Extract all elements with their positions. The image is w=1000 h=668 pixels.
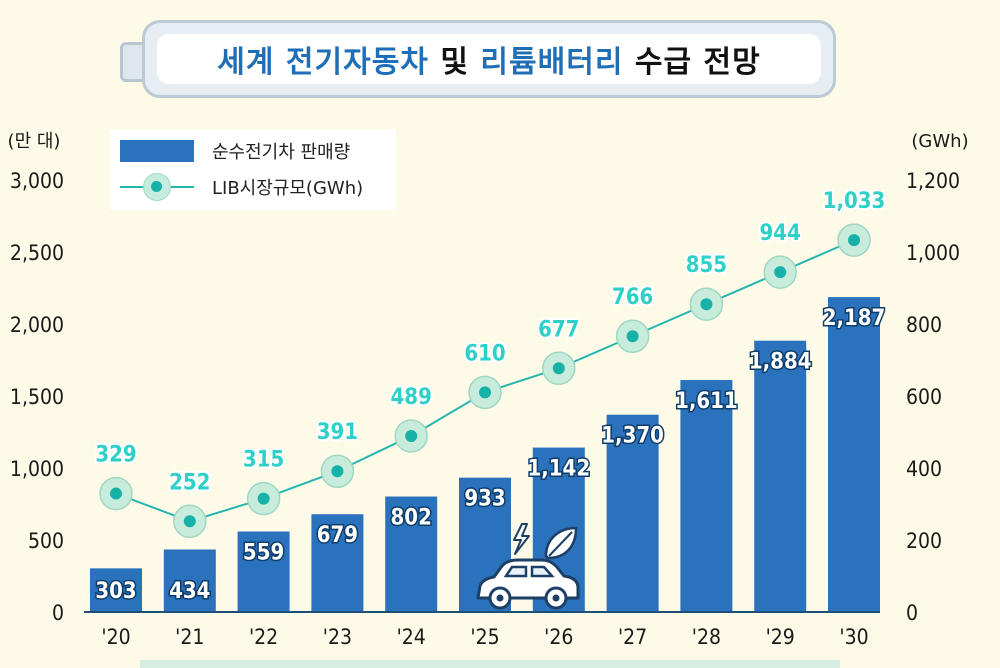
bar-value-label: 1,611: [675, 389, 738, 414]
y-left-tick-label: 1,500: [10, 385, 64, 409]
bar-value-label: 2,187: [823, 306, 886, 331]
line-point: [626, 330, 639, 343]
line-value-label: 252: [169, 470, 210, 495]
electric-car-icon: [476, 523, 580, 610]
line-point: [405, 429, 418, 442]
title-part-3: 리튬배터리: [480, 45, 624, 80]
legend-bar-label: 순수전기차 판매량: [212, 142, 351, 163]
y-left-tick-label: 0: [52, 601, 64, 625]
x-tick-label: '27: [618, 625, 647, 649]
line-value-label: 489: [391, 385, 432, 410]
legend-line-swatch: [120, 172, 194, 202]
y-right-tick-label: 1,000: [906, 241, 960, 265]
bar-value-label: 1,370: [601, 424, 664, 449]
line-point: [479, 386, 491, 399]
x-tick-label: '25: [470, 625, 499, 649]
line-point: [183, 515, 196, 528]
title-part-2: 및: [440, 45, 469, 80]
legend: 순수전기차 판매량 LIB시장규모(GWh): [110, 130, 396, 210]
line-point: [848, 234, 860, 247]
y-left-tick-label: 1,000: [10, 457, 64, 481]
x-tick-label: '23: [323, 625, 352, 649]
bottom-decor-strip: [140, 660, 840, 668]
chart-title: 세계 전기자동차 및 리튬배터리 수급 전망: [157, 34, 821, 84]
x-tick-label: '28: [692, 625, 721, 649]
line-value-label: 677: [538, 317, 579, 342]
legend-bar-swatch: [120, 140, 194, 162]
bar-value-label: 1,884: [749, 350, 812, 375]
bar: [680, 380, 733, 612]
bar-value-label: 434: [169, 579, 210, 604]
x-tick-label: '21: [175, 625, 204, 649]
line-value-label: 315: [243, 448, 284, 473]
legend-item-bar: 순수전기차 판매량: [120, 136, 350, 166]
x-tick-label: '20: [101, 625, 130, 649]
line-point: [700, 298, 713, 311]
bar: [385, 496, 438, 612]
line-point: [552, 362, 565, 375]
x-tick-label: '24: [397, 625, 426, 649]
y-left-tick-label: 2,500: [10, 241, 64, 265]
legend-item-line: LIB시장규모(GWh): [120, 172, 363, 202]
line-point: [774, 266, 787, 279]
bar-value-label: 679: [317, 523, 358, 548]
bar: [163, 549, 216, 612]
y-left-tick-label: 3,000: [10, 169, 64, 193]
x-tick-label: '30: [839, 625, 868, 649]
line-value-label: 329: [95, 443, 136, 468]
y-left-unit: (만 대): [8, 131, 61, 152]
bar: [237, 531, 290, 612]
line-point: [331, 465, 344, 478]
line-value-label: 944: [760, 221, 801, 246]
line-point: [257, 492, 270, 505]
y-right-tick-label: 1,200: [906, 169, 960, 193]
y-right-tick-label: 0: [906, 601, 918, 625]
bar-value-label: 1,142: [527, 457, 590, 482]
y-right-tick-label: 800: [906, 313, 942, 337]
y-left-tick-label: 2,000: [10, 313, 64, 337]
x-tick-label: '29: [766, 625, 795, 649]
line-value-label: 766: [612, 285, 653, 310]
title-part-4: 수급 전망: [634, 45, 761, 80]
x-tick-label: '26: [544, 625, 573, 649]
title-frame: 세계 전기자동차 및 리튬배터리 수급 전망: [142, 20, 836, 98]
x-tick-label: '22: [249, 625, 278, 649]
y-right-tick-label: 400: [906, 457, 942, 481]
bar: [90, 568, 142, 612]
y-right-unit: (GWh): [911, 131, 968, 152]
bar: [311, 514, 364, 612]
line-value-label: 610: [464, 341, 505, 366]
axes: 0 500 1,000 1,500 2,000 2,500 3,000 (만 대) 0 200 40…: [8, 131, 969, 649]
y-right-tick-label: 600: [906, 385, 942, 409]
line-value-label: 391: [317, 420, 358, 445]
bar: [606, 414, 659, 612]
y-right-tick-label: 200: [906, 529, 942, 553]
title-part-1: 세계 전기자동차: [217, 45, 429, 80]
y-left-tick-label: 500: [28, 529, 64, 553]
line-value-label: 1,033: [823, 189, 886, 214]
bar-value-label: 933: [464, 487, 505, 512]
title-banner: 세계 전기자동차 및 리튬배터리 수급 전망: [120, 20, 836, 98]
line-value-label: 855: [686, 253, 727, 278]
bar: [754, 340, 807, 612]
bar-value-label: 303: [95, 579, 136, 604]
line-series: 329 252 315 391 489 610 677 766 855 944 1,033: [93, 187, 887, 539]
bar-value-label: 559: [243, 541, 284, 566]
legend-line-label: LIB시장규모(GWh): [212, 178, 364, 199]
bar-value-label: 802: [391, 506, 432, 531]
bar: [828, 297, 880, 612]
line-point: [110, 487, 122, 500]
